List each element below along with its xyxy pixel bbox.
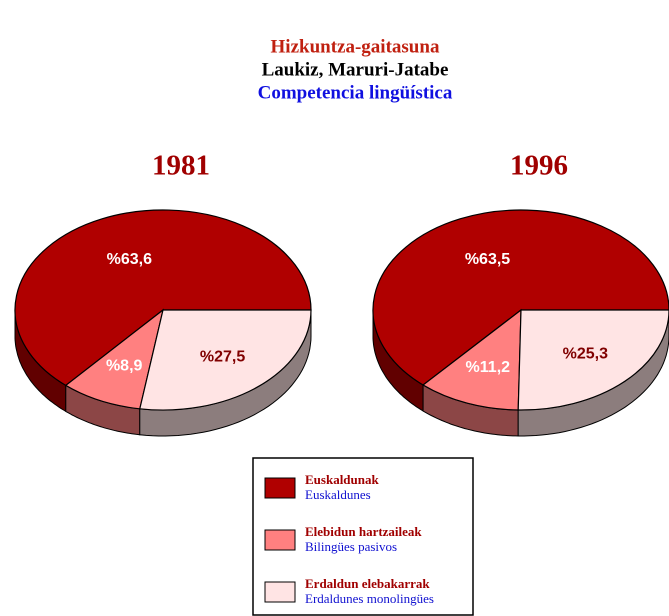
legend-label: Elebidun hartzaileak <box>305 524 422 539</box>
legend-swatch <box>264 529 296 551</box>
subtitle: Laukiz, Maruri-Jatabe <box>262 59 449 80</box>
pie-slice <box>422 308 522 411</box>
legend-label-es: Euskaldunes <box>305 487 371 502</box>
value-label: %25,3 <box>563 346 608 363</box>
value-label: %8,9 <box>106 357 143 374</box>
pie-slice <box>517 309 669 411</box>
pie-slice <box>372 209 669 386</box>
pie-slice <box>139 309 312 411</box>
value-label: %11,2 <box>466 359 511 376</box>
pie-title: 1996 <box>510 150 568 182</box>
legend-label-es: Erdaldunes monolingües <box>305 591 434 606</box>
legend-label: Euskaldunak <box>305 472 379 487</box>
legend-swatch <box>264 477 296 499</box>
value-label: %63,6 <box>107 251 152 268</box>
pie-slice <box>14 209 312 387</box>
legend-label-es: Bilingües pasivos <box>305 539 397 554</box>
title: Hizkuntza-gaitasuna <box>271 36 440 57</box>
legend-label: Erdaldun elebakarrak <box>305 576 430 591</box>
pie-slice <box>64 308 164 410</box>
pie-title: 1981 <box>152 150 210 182</box>
legend-swatch <box>264 581 296 603</box>
value-label: %63,5 <box>465 251 510 268</box>
value-label: %27,5 <box>200 348 245 365</box>
title-es: Competencia lingüística <box>258 82 453 103</box>
